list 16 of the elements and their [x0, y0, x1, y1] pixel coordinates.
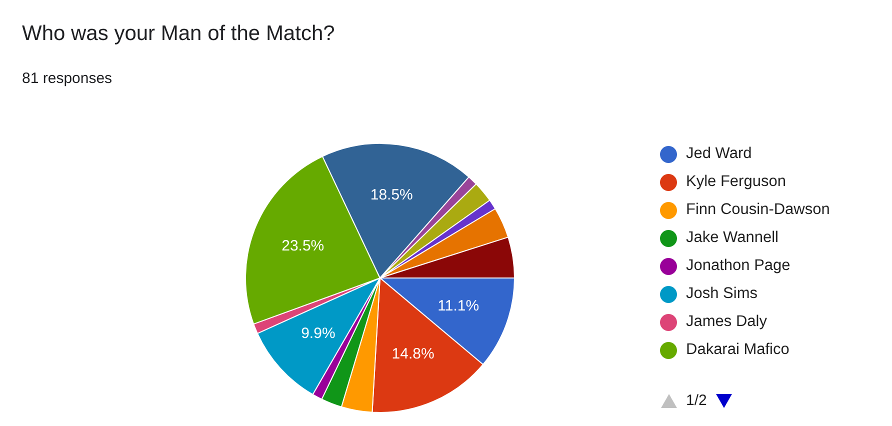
- data-label: 14.8%: [392, 346, 434, 363]
- text: 1/2: [686, 392, 707, 409]
- data-label: 18.5%: [370, 186, 413, 204]
- legend-label: Finn Cousin-Dawson: [686, 201, 830, 219]
- legend-label: Kyle Ferguson: [686, 173, 786, 191]
- data-label: 9.9%: [301, 325, 336, 342]
- legend-label: Jake Wannell: [686, 229, 778, 247]
- text: 81 responses: [22, 70, 112, 87]
- legend-label: Dakarai Mafico: [686, 341, 790, 359]
- legend-label: Jonathon Page: [686, 257, 790, 275]
- data-label: 11.1%: [438, 298, 480, 315]
- legend-label: James Daly: [686, 313, 767, 331]
- chart-title: Who was your Man of the Match?: [22, 22, 335, 46]
- data-label: 23.5%: [282, 237, 324, 254]
- legend-label: Josh Sims: [686, 285, 758, 303]
- legend-label: Jed Ward: [686, 145, 752, 163]
